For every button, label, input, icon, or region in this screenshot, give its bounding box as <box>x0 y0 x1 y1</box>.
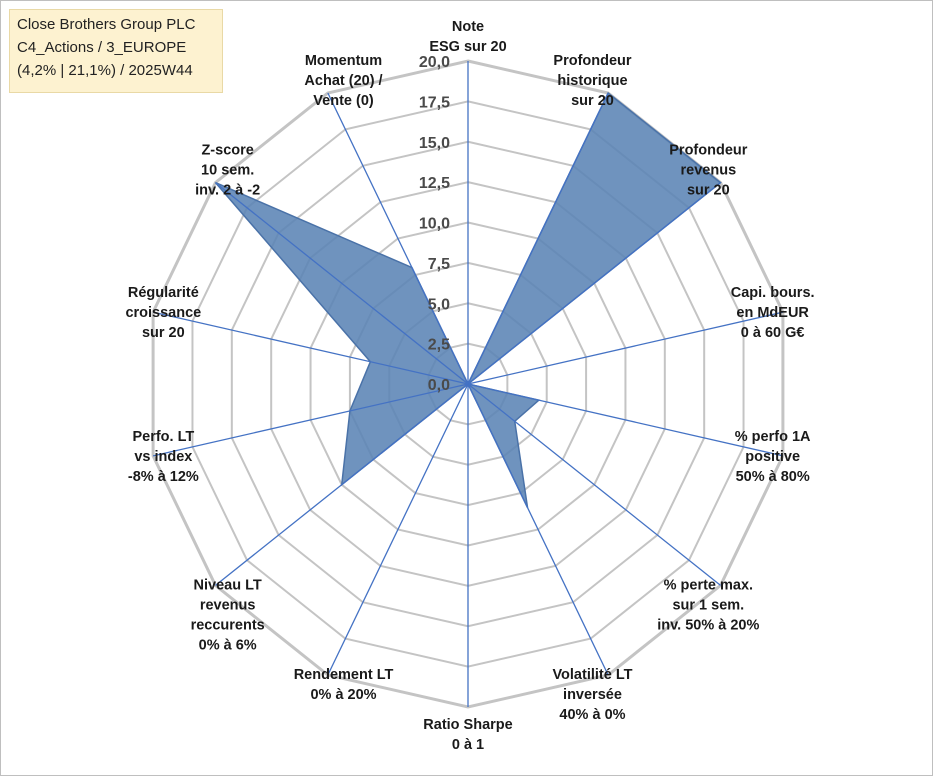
category-label-line: 40% à 0% <box>559 707 625 723</box>
category-label-line: Rendement LT <box>294 667 394 683</box>
category-label-line: reccurents <box>191 617 265 633</box>
category-label-line: sur 1 sem. <box>672 597 744 613</box>
category-label-line: ESG sur 20 <box>429 39 506 55</box>
tick-label: 15,0 <box>419 135 450 152</box>
category-label-line: Capi. bours. <box>731 285 815 301</box>
category-label: % perfo 1A positive 50% à 80% <box>735 429 811 485</box>
title-line-category: C4_Actions / 3_EUROPE <box>17 39 187 56</box>
category-label-line: sur 20 <box>687 183 730 199</box>
category-label-line: Z-score <box>201 143 253 159</box>
category-label-line: Achat (20) / <box>304 73 382 89</box>
category-label: Rendement LT 0% à 20% <box>294 667 394 703</box>
category-label: Note ESG sur 20 <box>429 19 506 55</box>
category-label: Z-score 10 sem. inv. 2 à -2 <box>195 143 260 199</box>
axis-spoke <box>467 383 609 676</box>
category-label-line: Profondeur <box>553 53 631 69</box>
category-label: Régularité croissance sur 20 <box>125 285 201 341</box>
axis-spoke <box>152 383 469 457</box>
radar-axes <box>152 61 784 707</box>
axis-spoke <box>215 383 469 586</box>
category-label-line: Régularité <box>128 285 199 301</box>
axis-spoke <box>467 383 721 586</box>
radar-tick-labels: 0,0 2,5 5,0 7,5 10,0 12,5 15,0 17,5 20,0 <box>419 54 450 394</box>
category-label-line: 50% à 80% <box>736 469 810 485</box>
category-label-line: 0 à 60 G€ <box>741 325 805 341</box>
category-label: Capi. bours. en MdEUR 0 à 60 G€ <box>731 285 815 341</box>
category-label-line: vs index <box>134 449 192 465</box>
title-line-stats: (4,2% | 21,1%) / 2025W44 <box>17 62 193 79</box>
category-label-line: % perte max. <box>664 577 753 593</box>
category-label-line: croissance <box>125 305 201 321</box>
category-label: Momentum Achat (20) / Vente (0) <box>304 53 382 109</box>
category-label-line: Note <box>452 19 484 35</box>
category-label-line: en MdEUR <box>736 305 809 321</box>
axis-spoke <box>327 383 469 676</box>
category-label-line: historique <box>557 73 627 89</box>
category-label: Volatilité LT inversée 40% à 0% <box>552 667 632 723</box>
category-label-line: sur 20 <box>142 325 185 341</box>
category-label: Ratio Sharpe 0 à 1 <box>423 717 512 753</box>
category-label-line: inv. 50% à 20% <box>657 617 759 633</box>
category-label-line: % perfo 1A <box>735 429 811 445</box>
category-label-line: Momentum <box>305 53 382 69</box>
category-label-line: revenus <box>681 163 737 179</box>
category-label-line: sur 20 <box>571 93 614 109</box>
tick-label: 5,0 <box>428 296 450 313</box>
category-label: Perfo. LT vs index -8% à 12% <box>128 429 199 485</box>
tick-label: 2,5 <box>428 337 450 354</box>
category-label-line: Niveau LT <box>194 577 262 593</box>
title-box: Close Brothers Group PLC C4_Actions / 3_… <box>9 9 223 93</box>
tick-label: 20,0 <box>419 54 450 71</box>
category-label-line: 0% à 6% <box>199 637 257 653</box>
category-label: Profondeur revenus sur 20 <box>669 143 747 199</box>
category-label-line: Perfo. LT <box>132 429 194 445</box>
tick-label: 10,0 <box>419 216 450 233</box>
category-label-line: revenus <box>200 597 256 613</box>
category-label-line: positive <box>745 449 800 465</box>
category-label-line: 0 à 1 <box>452 737 484 753</box>
tick-label: 17,5 <box>419 94 450 111</box>
axis-spoke <box>327 92 469 385</box>
category-label-line: 0% à 20% <box>310 687 376 703</box>
axis-spoke <box>467 182 721 385</box>
category-label-line: Vente (0) <box>313 93 374 109</box>
axis-spoke <box>467 311 784 385</box>
title-line-company: Close Brothers Group PLC <box>17 16 196 33</box>
tick-label: 0,0 <box>428 377 450 394</box>
tick-label: 12,5 <box>419 175 450 192</box>
axis-spoke <box>467 92 609 385</box>
category-label-line: inversée <box>563 687 622 703</box>
category-label-line: inv. 2 à -2 <box>195 183 260 199</box>
category-label-line: Ratio Sharpe <box>423 717 512 733</box>
category-label-line: -8% à 12% <box>128 469 199 485</box>
axis-spoke <box>467 383 784 457</box>
tick-label: 7,5 <box>428 256 450 273</box>
category-label-line: Profondeur <box>669 143 747 159</box>
axis-spoke <box>215 182 469 385</box>
category-label: Profondeur historique sur 20 <box>553 53 631 109</box>
radar-category-labels: Note ESG sur 20 Profondeur historique sur 20… <box>125 19 814 753</box>
category-label: Niveau LT revenus reccurents 0% à 6% <box>191 577 265 653</box>
category-label-line: 10 sem. <box>201 163 254 179</box>
category-label: % perte max. sur 1 sem. inv. 50% à 20% <box>657 577 759 633</box>
category-label-line: Volatilité LT <box>552 667 632 683</box>
axis-spoke <box>152 311 469 385</box>
